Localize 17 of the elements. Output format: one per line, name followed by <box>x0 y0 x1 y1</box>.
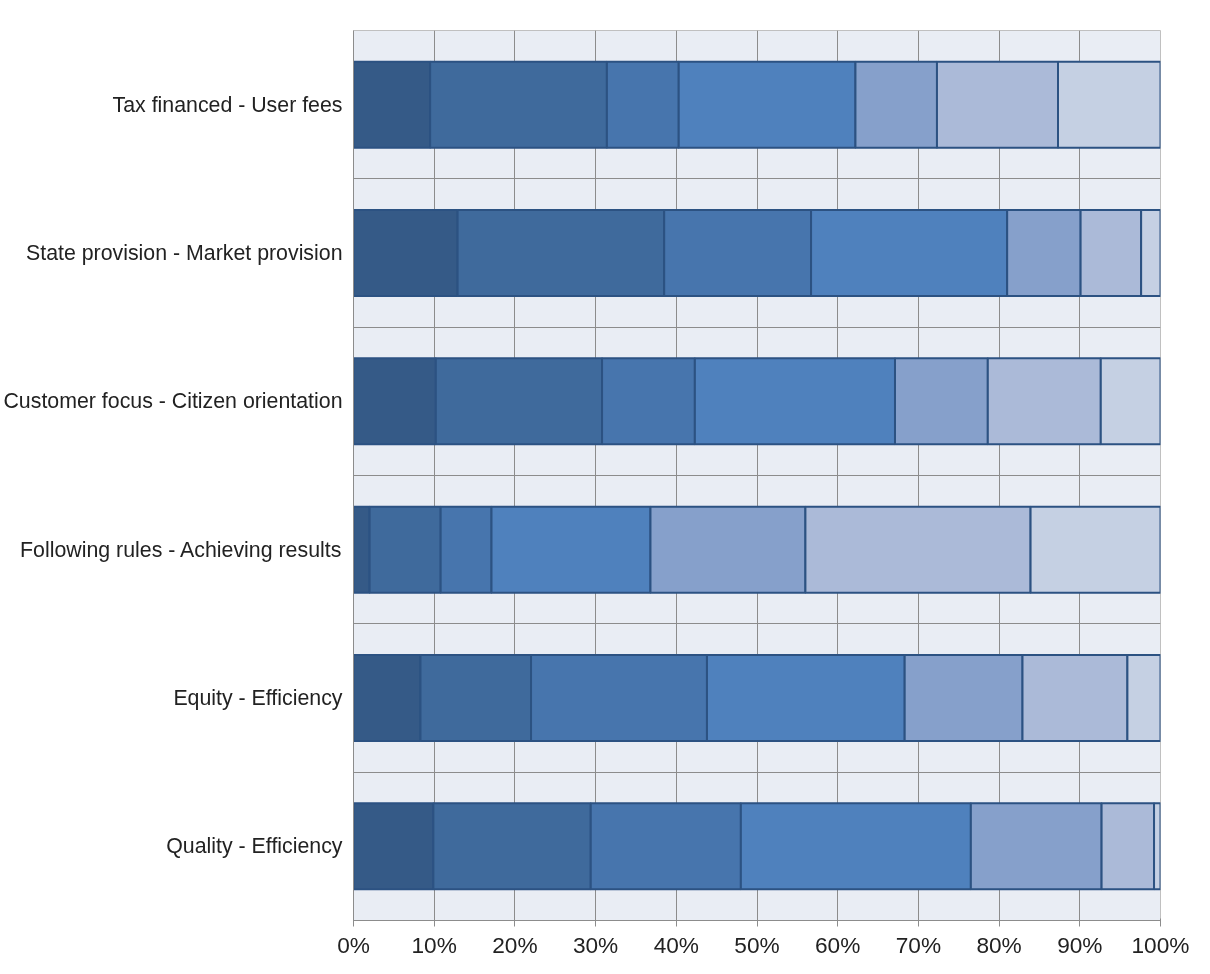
x-tick-label: 80% <box>976 931 1022 958</box>
x-tick-label: 20% <box>492 931 538 958</box>
x-tick-label: 0% <box>337 931 370 958</box>
x-tick-label: 100% <box>1131 931 1190 958</box>
x-tick-label: 10% <box>411 931 457 958</box>
x-tick-label: 70% <box>895 931 942 958</box>
y-tick-label: Following rules - Achieving results <box>20 537 342 562</box>
y-tick-label: State provision - Market provision <box>26 241 343 265</box>
y-tick-label: Customer focus - Citizen orientation <box>3 389 343 414</box>
x-tick-label: 40% <box>653 931 699 958</box>
x-tick-label: 60% <box>815 931 861 958</box>
x-tick-label: 30% <box>572 931 619 958</box>
y-tick-label: Quality - Efficiency <box>166 834 343 859</box>
y-tick-label: Tax financed - User fees <box>112 92 343 117</box>
x-tick-label: 50% <box>734 931 780 958</box>
x-tick-label: 90% <box>1057 931 1103 958</box>
y-tick-label: Equity - Efficiency <box>173 686 343 710</box>
